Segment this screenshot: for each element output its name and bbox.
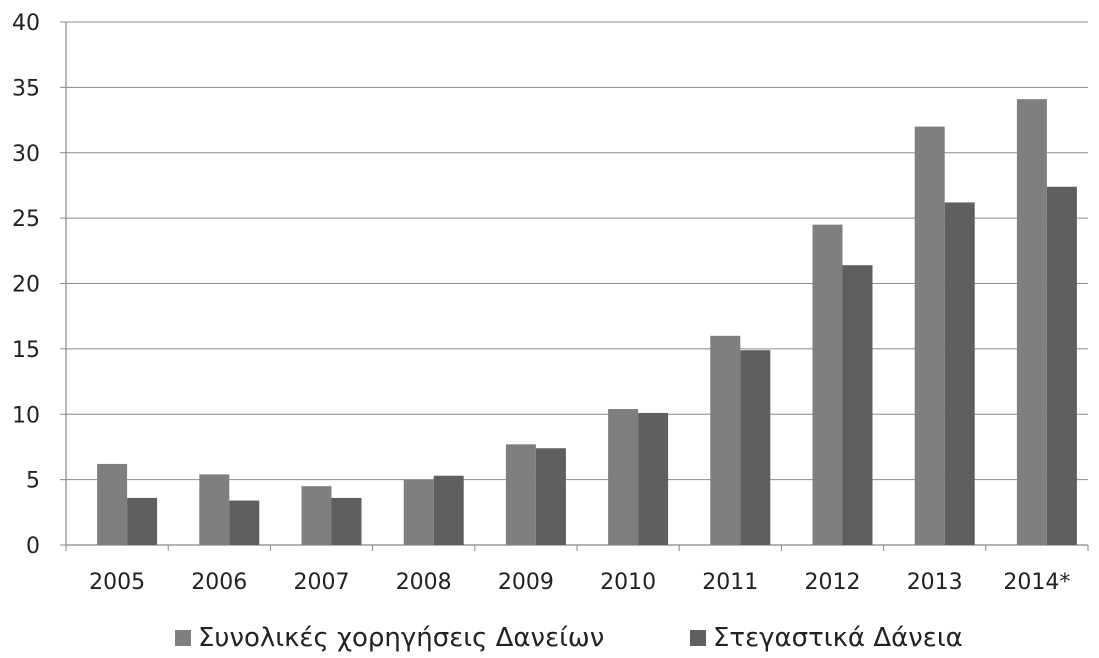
bar-total-loans-2006 xyxy=(199,474,230,545)
x-tick-label: 2010 xyxy=(600,570,656,595)
bar-total-loans-2005 xyxy=(97,463,128,545)
x-tick-label: 2005 xyxy=(89,570,145,595)
y-tick-label: 35 xyxy=(12,76,40,101)
x-tick-label: 2007 xyxy=(294,570,350,595)
y-tick-label: 30 xyxy=(12,142,40,167)
x-tick-label: 2009 xyxy=(498,570,554,595)
y-tick-label: 15 xyxy=(12,338,40,363)
bar-housing-loans-2008 xyxy=(433,475,464,545)
legend-swatch-housing-loans xyxy=(690,630,706,646)
bar-total-loans-2013 xyxy=(914,126,945,545)
bar-housing-loans-2009 xyxy=(535,448,566,545)
bar-total-loans-2012 xyxy=(812,224,843,545)
bar-housing-loans-2013 xyxy=(944,202,975,545)
x-tick-labels: 2005 2006 2007 2008 2009 2010 2011 2012 2013 2014… xyxy=(89,570,1070,595)
bar-housing-loans-2005 xyxy=(127,497,158,545)
x-tick-marks xyxy=(65,545,1089,551)
x-tick-label: 2014* xyxy=(1003,570,1070,595)
bar-total-loans-2010 xyxy=(608,409,639,545)
x-tick-label: 2006 xyxy=(191,570,247,595)
x-tick-label: 2011 xyxy=(702,570,758,595)
bar-total-loans-2011 xyxy=(710,335,741,545)
y-tick-label: 0 xyxy=(26,534,40,559)
y-tick-label: 5 xyxy=(26,469,40,494)
legend-label-housing-loans: Στεγαστικά Δάνεια xyxy=(713,623,963,653)
bar-housing-loans-2006 xyxy=(229,500,260,545)
legend: Συνολικές χορηγήσεις Δανείων Στεγαστικά … xyxy=(175,623,963,653)
bar-total-loans-2014 xyxy=(1016,99,1047,545)
x-tick-label: 2008 xyxy=(396,570,452,595)
x-tick-label: 2013 xyxy=(907,570,963,595)
y-tick-label: 40 xyxy=(12,11,40,36)
gridlines xyxy=(66,21,1088,481)
y-tick-label: 25 xyxy=(12,207,40,232)
y-tick-label: 20 xyxy=(12,273,40,298)
legend-label-total-loans: Συνολικές χορηγήσεις Δανείων xyxy=(198,623,604,653)
x-tick-label: 2012 xyxy=(805,570,861,595)
bar-housing-loans-2014 xyxy=(1046,186,1077,545)
bar-housing-loans-2012 xyxy=(842,265,873,545)
bars xyxy=(97,99,1077,545)
bar-total-loans-2008 xyxy=(403,479,434,545)
bar-housing-loans-2010 xyxy=(638,412,669,545)
bar-total-loans-2007 xyxy=(301,486,332,545)
y-tick-labels: 0 5 10 15 20 25 30 35 40 xyxy=(12,11,66,559)
y-tick-label: 10 xyxy=(12,403,40,428)
bar-total-loans-2009 xyxy=(505,444,536,545)
bar-housing-loans-2007 xyxy=(331,497,362,545)
bar-housing-loans-2011 xyxy=(740,350,771,545)
legend-swatch-total-loans xyxy=(175,630,191,646)
